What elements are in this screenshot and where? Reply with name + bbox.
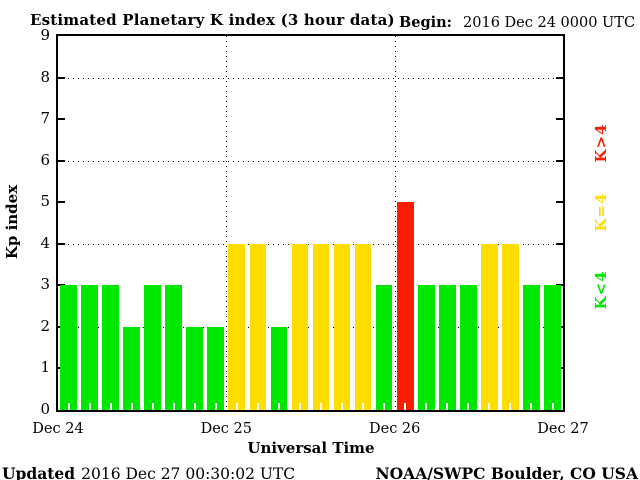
x-tick-label-dec-25: Dec 25 bbox=[200, 421, 252, 437]
y-tick-label-4: 4 bbox=[40, 233, 50, 252]
kp-bar bbox=[228, 243, 246, 410]
three-hour-tick bbox=[88, 403, 91, 410]
kp-bar bbox=[144, 285, 162, 410]
three-hour-tick bbox=[383, 403, 386, 410]
begin-label: Begin: bbox=[399, 14, 453, 31]
chart-title: Estimated Planetary K index (3 hour data… bbox=[30, 11, 395, 29]
y-tick-left bbox=[58, 159, 65, 162]
three-hour-tick bbox=[214, 403, 217, 410]
gridline-day-boundary bbox=[394, 36, 396, 410]
three-hour-tick bbox=[341, 403, 344, 410]
credit-text: NOAA/SWPC Boulder, CO USA bbox=[375, 464, 638, 480]
three-hour-tick bbox=[467, 403, 470, 410]
three-hour-tick bbox=[425, 403, 428, 410]
x-axis-title: Universal Time bbox=[247, 439, 375, 457]
y-tick-right bbox=[556, 159, 563, 162]
updated-label: Updated bbox=[2, 464, 76, 480]
gridline-day-boundary bbox=[226, 36, 228, 410]
three-hour-tick bbox=[172, 403, 175, 410]
kp-bar bbox=[502, 243, 519, 410]
kp-bar bbox=[396, 202, 414, 410]
kp-bar bbox=[523, 285, 540, 410]
three-hour-tick bbox=[277, 403, 280, 410]
kp-bar bbox=[186, 326, 204, 410]
gridline-y-8 bbox=[58, 77, 563, 79]
three-hour-tick bbox=[446, 403, 449, 410]
gridline-y-4 bbox=[58, 243, 563, 245]
y-tick-label-5: 5 bbox=[40, 192, 50, 211]
kp-bar bbox=[60, 285, 77, 410]
kp-bar bbox=[375, 285, 393, 410]
y-tick-right bbox=[556, 242, 563, 245]
kp-bar bbox=[333, 243, 351, 410]
three-hour-tick bbox=[299, 403, 301, 410]
gridline-y-6 bbox=[58, 160, 563, 162]
kp-bar bbox=[459, 285, 477, 410]
x-tick-label-dec-26: Dec 26 bbox=[368, 421, 421, 437]
kp-bar bbox=[354, 243, 372, 410]
plot-area bbox=[56, 34, 565, 412]
y-tick-label-3: 3 bbox=[40, 275, 50, 294]
three-hour-tick bbox=[67, 403, 70, 410]
three-hour-tick bbox=[551, 403, 554, 410]
three-hour-tick bbox=[109, 403, 112, 410]
three-hour-tick bbox=[488, 403, 491, 410]
kp-bar bbox=[123, 326, 140, 410]
y-tick-left bbox=[58, 118, 65, 121]
begin-info: Begin: 2016 Dec 24 0000 UTC bbox=[399, 14, 635, 31]
y-tick-label-6: 6 bbox=[40, 150, 50, 169]
legend-k_eq_4: K=4 bbox=[592, 192, 610, 232]
three-hour-tick bbox=[509, 403, 512, 410]
legend-k_gt_4: K>4 bbox=[592, 123, 610, 163]
y-tick-left bbox=[58, 242, 65, 245]
three-hour-tick bbox=[362, 403, 365, 410]
y-tick-right bbox=[556, 76, 563, 79]
y-tick-label-0: 0 bbox=[40, 400, 50, 418]
kp-bar bbox=[249, 243, 267, 410]
kp-bar bbox=[480, 243, 498, 410]
y-tick-right bbox=[556, 201, 563, 204]
three-hour-tick bbox=[404, 403, 407, 410]
y-tick-left bbox=[58, 76, 65, 79]
kp-bar bbox=[270, 326, 288, 410]
begin-value: 2016 Dec 24 0000 UTC bbox=[463, 15, 636, 31]
y-tick-label-1: 1 bbox=[40, 358, 50, 377]
kp-bar bbox=[81, 285, 98, 410]
kp-bar bbox=[544, 285, 561, 410]
three-hour-tick bbox=[235, 403, 238, 410]
kp-bar bbox=[207, 326, 225, 410]
y-tick-label-9: 9 bbox=[40, 26, 50, 44]
updated-value: 2016 Dec 27 00:30:02 UTC bbox=[81, 465, 296, 480]
kp-bar bbox=[438, 285, 456, 410]
y-tick-label-7: 7 bbox=[40, 109, 50, 128]
kp-bar bbox=[102, 285, 119, 410]
three-hour-tick bbox=[320, 403, 322, 410]
kp-bar bbox=[291, 243, 309, 410]
three-hour-tick bbox=[151, 403, 154, 410]
y-tick-right bbox=[556, 118, 563, 121]
x-tick-label-dec-24: Dec 24 bbox=[32, 421, 84, 437]
y-tick-label-8: 8 bbox=[40, 67, 50, 86]
three-hour-tick bbox=[530, 403, 533, 410]
three-hour-tick bbox=[256, 403, 259, 410]
x-tick-label-dec-27: Dec 27 bbox=[537, 421, 589, 437]
kp-bar bbox=[312, 243, 330, 410]
gridline-y-2 bbox=[58, 326, 563, 328]
kp-bar bbox=[417, 285, 435, 410]
updated-text: Updated 2016 Dec 27 00:30:02 UTC bbox=[2, 464, 295, 480]
three-hour-tick bbox=[193, 403, 196, 410]
three-hour-tick bbox=[130, 403, 133, 410]
y-tick-left bbox=[58, 201, 65, 204]
y-tick-label-2: 2 bbox=[40, 316, 50, 335]
kp-bar bbox=[165, 285, 183, 410]
y-axis-title: Kp index bbox=[3, 184, 21, 260]
legend-k_lt_4: K<4 bbox=[592, 270, 610, 310]
